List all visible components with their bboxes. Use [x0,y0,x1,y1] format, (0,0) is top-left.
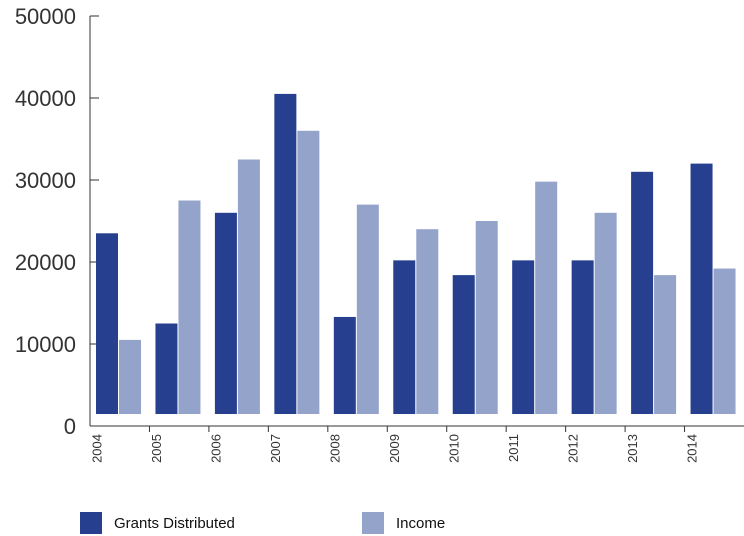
bar-income-2004 [119,339,141,414]
bar-grants-2008 [333,316,356,414]
x-tick-label: 2014 [684,434,699,463]
x-tick-label: 2004 [90,434,105,463]
legend-swatch-grants [80,512,102,534]
bar-income-2013 [654,275,677,414]
bar-income-2007 [297,130,320,415]
bar-grants-2010 [452,275,475,414]
bar-income-2005 [178,200,201,414]
x-tick-label: 2005 [149,434,164,463]
y-tick-label: 50000 [15,4,76,29]
x-tick-label: 2006 [209,434,224,463]
y-tick-label: 10000 [15,332,76,357]
tick-labels: 0 10000 20000 30000 40000 50000 2004 2005 2006 20… [15,4,699,463]
legend-item-income: Income [362,512,445,534]
bar-grants-2012 [571,260,594,414]
y-tick-label: 20000 [15,250,76,275]
bar-income-2009 [416,229,439,414]
bar-grants-2013 [631,171,654,414]
legend-swatch-income [362,512,384,534]
bar-grants-2009 [393,260,416,414]
bar-grants-2006 [214,212,237,414]
y-tick-label: 40000 [15,86,76,111]
x-tick-label: 2012 [565,434,580,463]
legend-item-grants: Grants Distributed [80,512,235,534]
bar-grants-2011 [512,260,535,414]
bar-grants-2005 [155,323,178,414]
bar-grants-2014 [690,163,713,414]
legend-label-grants: Grants Distributed [114,514,235,532]
y-tick-label: 30000 [15,168,76,193]
bar-grants-2004 [96,233,118,414]
x-tick-label: 2011 [506,434,521,462]
bar-income-2006 [237,159,260,414]
bar-income-2011 [535,181,558,414]
x-tick-label: 2007 [268,434,283,463]
x-tick-label: 2009 [387,434,402,463]
bar-income-2010 [475,221,498,414]
bars [96,93,736,415]
legend-label-income: Income [396,514,446,532]
bar-income-2008 [356,204,379,414]
x-tick-label: 2013 [625,434,640,463]
bar-income-2012 [594,212,617,414]
y-tick-label: 0 [64,414,76,439]
x-tick-label: 2008 [328,434,343,463]
bar-grants-2007 [274,93,297,415]
x-tick-label: 2010 [446,434,461,463]
axes [89,15,744,432]
bar-income-2014 [713,268,736,414]
